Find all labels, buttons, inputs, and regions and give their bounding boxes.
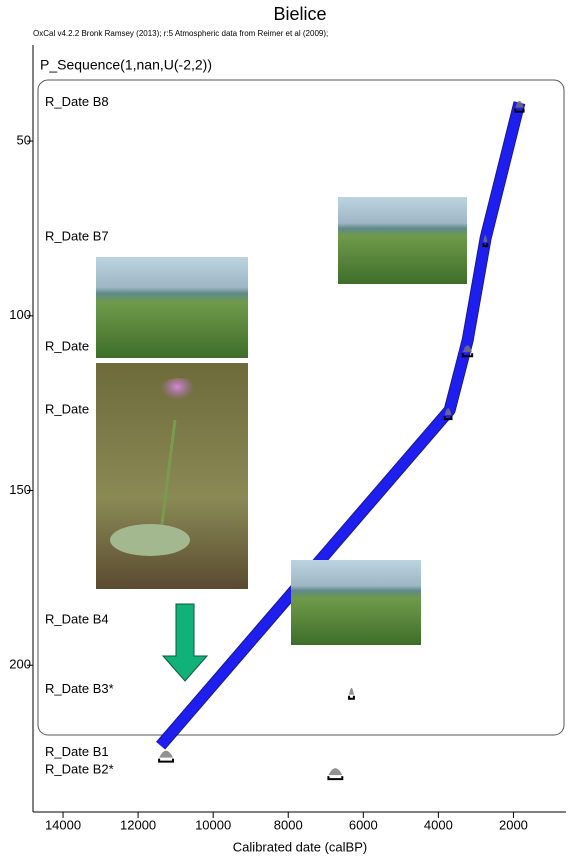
x-tick-label: 8000 bbox=[274, 817, 303, 832]
y-tick-label: 100 bbox=[9, 307, 31, 322]
chart-subtitle: OxCal v4.2.2 Bronk Ramsey (2013); r:5 At… bbox=[33, 29, 328, 38]
x-tick-label: 6000 bbox=[349, 817, 378, 832]
meadow-photo bbox=[96, 257, 248, 358]
distribution bbox=[349, 688, 354, 695]
x-tick-label: 2000 bbox=[499, 817, 528, 832]
distribution bbox=[515, 101, 523, 108]
sample-label: R_Date B4 bbox=[45, 611, 109, 626]
y-tick-label: 200 bbox=[9, 657, 31, 672]
x-axis-label: Calibrated date (calBP) bbox=[233, 839, 367, 854]
sample-label: R_Date B2* bbox=[45, 762, 114, 777]
x-tick-label: 14000 bbox=[45, 817, 81, 832]
sample-label: R_Date B3* bbox=[45, 681, 114, 696]
chart-title: Bielice bbox=[273, 4, 326, 24]
distribution bbox=[159, 751, 173, 758]
arrow bbox=[163, 604, 207, 681]
y-tick-label: 150 bbox=[9, 482, 31, 497]
distribution bbox=[328, 768, 342, 775]
x-tick-label: 4000 bbox=[424, 817, 453, 832]
sample-label: R_Date B7 bbox=[45, 229, 109, 244]
sample-label: R_Date bbox=[45, 339, 89, 354]
meadow-photo bbox=[338, 197, 467, 284]
range-bracket bbox=[328, 776, 342, 779]
sample-label: R_Date bbox=[45, 402, 89, 417]
sample-label: R_Date B8 bbox=[45, 94, 109, 109]
sample-label: R_Date B1 bbox=[45, 744, 109, 759]
flower-head bbox=[152, 378, 208, 422]
meadow-photo bbox=[291, 560, 421, 645]
y-tick-label: 50 bbox=[17, 133, 31, 148]
x-tick-label: 10000 bbox=[195, 817, 231, 832]
photos bbox=[96, 197, 467, 645]
range-bracket bbox=[349, 696, 354, 699]
range-bracket bbox=[159, 759, 173, 762]
sequence-label: P_Sequence(1,nan,U(-2,2)) bbox=[40, 57, 212, 73]
leaves bbox=[110, 524, 190, 556]
x-tick-label: 12000 bbox=[120, 817, 156, 832]
